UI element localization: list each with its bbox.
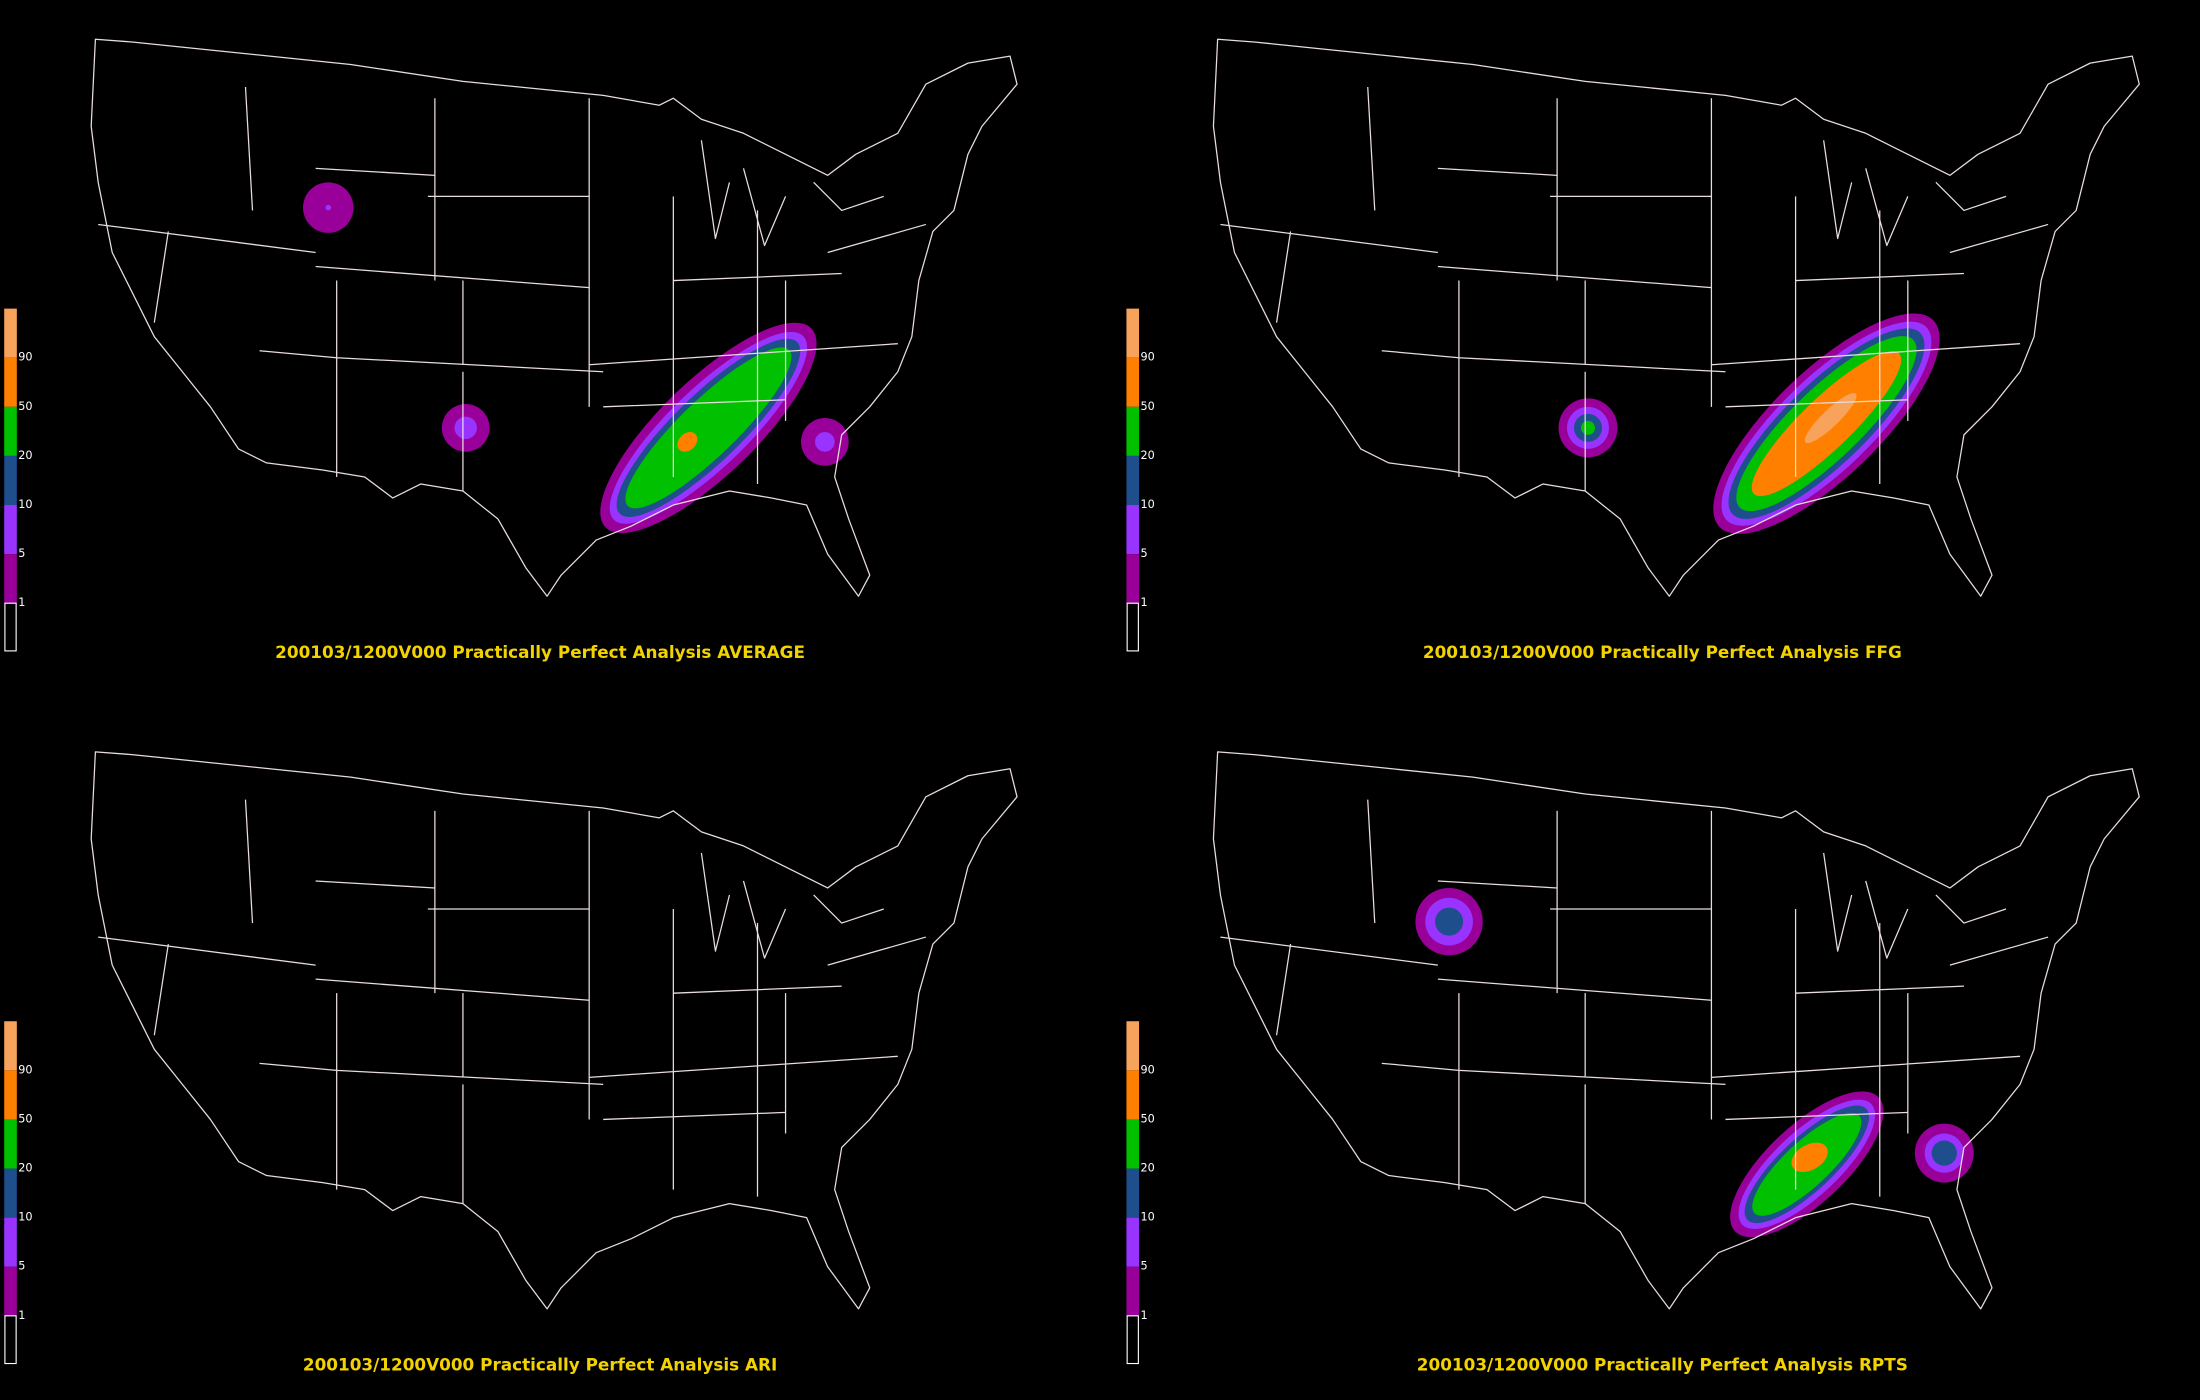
colorbar-label: 10	[18, 1211, 32, 1224]
colorbar-segment	[4, 1021, 17, 1071]
colorbar-segment	[4, 1168, 17, 1218]
panel-title: 200103/1200V000 Practically Perfect Anal…	[275, 642, 805, 662]
colorbar-segment	[1126, 1266, 1140, 1316]
probability-contour	[1931, 1140, 1957, 1166]
probability-contour	[1791, 1142, 1828, 1173]
colorbar-segment	[4, 1119, 17, 1169]
panel-title: 200103/1200V000 Practically Perfect Anal…	[1417, 1355, 1908, 1375]
us-map-outline	[90, 751, 1018, 1310]
colorbar-segment	[1126, 455, 1140, 506]
map-panel: 200103/1200V000 Practically Perfect Anal…	[4, 751, 1018, 1375]
colorbar-label: 50	[1140, 400, 1154, 413]
probability-contour	[1580, 420, 1595, 435]
colorbar-segment	[4, 1217, 17, 1267]
colorbar-label: 10	[1140, 498, 1154, 511]
colorbar-segment	[1126, 602, 1139, 652]
colorbar-segment	[4, 1070, 17, 1120]
colorbar-label: 90	[1140, 351, 1154, 364]
probability-contour	[625, 347, 792, 509]
colorbar-label: 1	[18, 596, 25, 609]
colorbar-label: 5	[1140, 547, 1147, 560]
colorbar-label: 10	[18, 498, 32, 511]
colorbar-segment	[4, 1266, 17, 1316]
colorbar-label: 5	[1140, 1260, 1147, 1273]
probability-contour	[1435, 907, 1464, 936]
colorbar-segment	[1126, 308, 1140, 358]
colorbar-segment	[1126, 1217, 1140, 1267]
colorbar-segment	[1126, 1119, 1140, 1169]
us-map-outline	[1212, 38, 2140, 597]
probability-contour	[1804, 392, 1857, 444]
colorbar-label: 5	[18, 547, 25, 560]
colorbar-segment	[4, 455, 17, 506]
probability-contour	[325, 204, 332, 211]
panel-title: 200103/1200V000 Practically Perfect Anal…	[1423, 642, 1902, 662]
colorbar-segment	[4, 1315, 17, 1365]
probability-contour	[677, 432, 698, 452]
colorbar-label: 1	[18, 1309, 25, 1322]
colorbar-label: 20	[18, 449, 32, 462]
us-map-outline	[90, 38, 1018, 597]
probability-contour	[815, 432, 835, 452]
colorbar-segment	[4, 602, 17, 652]
colorbar-label: 1	[1140, 596, 1147, 609]
colorbar-segment	[4, 357, 17, 407]
colorbar-segment	[4, 308, 17, 358]
colorbar-segment	[1126, 505, 1140, 555]
map-panel: 200103/1200V000 Practically Perfect Anal…	[1126, 751, 2140, 1375]
colorbar-segment	[1126, 357, 1140, 407]
colorbar-label: 90	[18, 351, 32, 364]
colorbar-label: 50	[1140, 1112, 1154, 1125]
colorbar-label: 50	[18, 400, 32, 413]
colorbar-label: 10	[1140, 1211, 1154, 1224]
colorbar-label: 90	[18, 1063, 32, 1076]
colorbar-label: 50	[18, 1112, 32, 1125]
panel-title: 200103/1200V000 Practically Perfect Anal…	[303, 1355, 777, 1375]
us-map-outline	[1212, 751, 2140, 1310]
colorbar-segment	[1126, 1168, 1140, 1218]
colorbar-segment	[4, 554, 17, 604]
colorbar-label: 20	[1140, 449, 1154, 462]
map-panel: 200103/1200V000 Practically Perfect Anal…	[1126, 38, 2140, 662]
map-panel: 200103/1200V000 Practically Perfect Anal…	[4, 38, 1018, 662]
colorbar-segment	[1126, 1070, 1140, 1120]
colorbar-segment	[1126, 1315, 1139, 1365]
colorbar-label: 20	[1140, 1162, 1154, 1175]
colorbar-label: 20	[18, 1162, 32, 1175]
colorbar-segment	[1126, 1021, 1140, 1071]
colorbar-label: 90	[1140, 1063, 1154, 1076]
probability-contour	[454, 416, 477, 440]
colorbar-segment	[1126, 406, 1140, 456]
colorbar-segment	[4, 505, 17, 555]
colorbar-segment	[4, 406, 17, 456]
colorbar-label: 5	[18, 1260, 25, 1273]
colorbar-segment	[1126, 554, 1140, 604]
colorbar-label: 1	[1140, 1309, 1147, 1322]
